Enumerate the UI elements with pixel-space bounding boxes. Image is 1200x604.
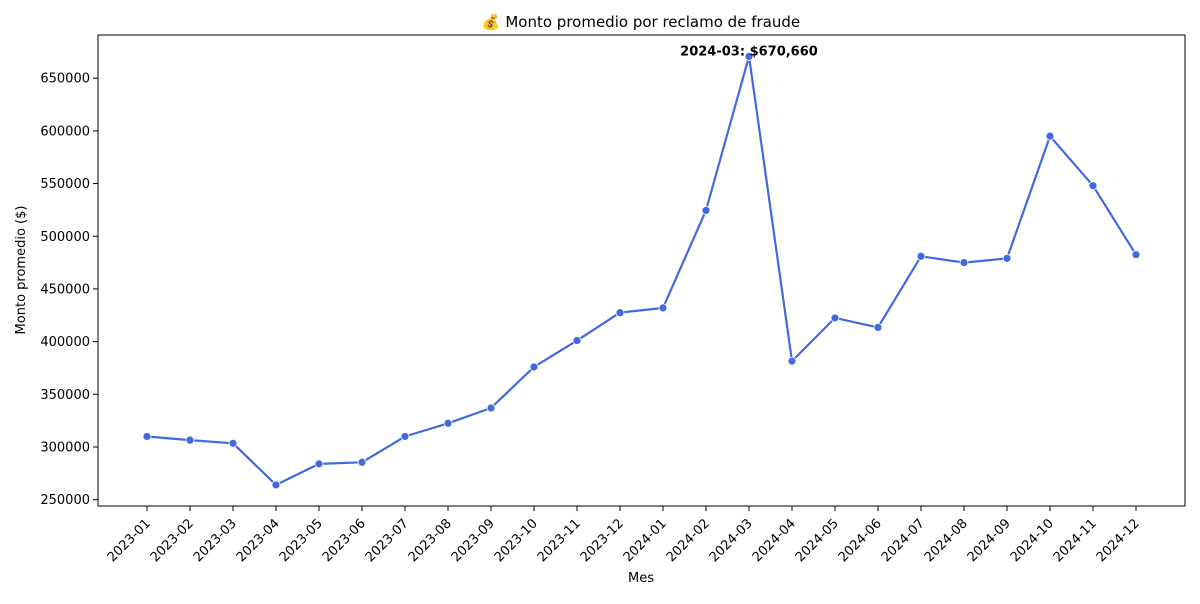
data-point (314, 459, 324, 469)
x-tick-label: 2023-10 (492, 516, 541, 565)
x-tick-label: 2023-11 (535, 516, 584, 565)
data-point (1002, 253, 1012, 263)
y-tick-label: 500000 (40, 230, 90, 245)
y-tick-label: 600000 (40, 124, 90, 139)
data-point (1045, 131, 1055, 141)
data-point (443, 418, 453, 428)
x-tick-label: 2023-03 (191, 516, 240, 565)
data-point (400, 432, 410, 441)
x-tick-label: 2023-09 (449, 516, 498, 565)
x-tick-label: 2023-01 (105, 516, 154, 565)
data-point (701, 206, 711, 215)
data-point (658, 303, 668, 313)
y-tick-label: 650000 (40, 72, 90, 87)
x-tick-label: 2024-11 (1051, 516, 1100, 565)
x-axis-label: Mes (628, 571, 654, 586)
x-tick-label: 2023-04 (234, 516, 283, 565)
x-tick-label: 2024-06 (836, 516, 885, 565)
data-points (142, 52, 1141, 490)
data-point (873, 322, 883, 332)
x-tick-label: 2023-02 (148, 516, 197, 565)
y-tick-label: 450000 (40, 282, 90, 297)
data-point (529, 362, 539, 372)
data-point (357, 457, 367, 467)
x-tick-label: 2024-12 (1094, 516, 1143, 565)
data-point (572, 336, 582, 345)
y-tick-label: 550000 (40, 177, 90, 192)
y-tick-label: 300000 (40, 440, 90, 455)
x-tick-label: 2024-08 (922, 516, 971, 565)
x-tick-label: 2024-07 (879, 516, 928, 565)
x-tick-label: 2023-12 (578, 516, 627, 565)
x-tick-label: 2023-06 (320, 516, 369, 565)
data-point (1088, 181, 1098, 191)
data-point (185, 435, 195, 445)
x-tick-label: 2023-05 (277, 516, 326, 565)
x-axis: 2023-012023-022023-032023-042023-052023-… (105, 506, 1143, 565)
data-point (830, 313, 840, 323)
data-point (615, 308, 625, 318)
data-point (1131, 250, 1141, 260)
x-tick-label: 2023-08 (406, 516, 455, 565)
x-tick-label: 2023-07 (363, 516, 412, 565)
y-axis: 250000 300000 350000 400000 450000 500000 5500… (40, 72, 98, 508)
data-point (486, 403, 496, 413)
data-point (744, 52, 754, 61)
data-point (142, 432, 152, 441)
y-tick-label: 250000 (40, 493, 90, 508)
y-axis-label: Monto promedio ($) (14, 206, 29, 335)
data-point (916, 251, 926, 261)
chart-title: 💰 Monto promedio por reclamo de fraude (482, 13, 800, 31)
plot-area-frame (97, 34, 1186, 507)
x-tick-label: 2024-02 (664, 516, 713, 565)
x-tick-label: 2024-04 (750, 516, 799, 565)
x-tick-label: 2024-10 (1008, 516, 1057, 565)
data-point (228, 438, 238, 448)
x-tick-label: 2024-01 (621, 516, 670, 565)
x-tick-label: 2024-05 (793, 516, 842, 565)
peak-annotation: 2024-03: $670,660 (680, 44, 818, 59)
data-point (787, 356, 797, 366)
x-tick-label: 2024-09 (965, 516, 1014, 565)
data-point (959, 258, 969, 267)
y-tick-label: 400000 (40, 335, 90, 350)
data-point (271, 480, 281, 490)
x-tick-label: 2024-03 (707, 516, 756, 565)
y-tick-label: 350000 (40, 388, 90, 403)
series-line (146, 55, 1137, 486)
